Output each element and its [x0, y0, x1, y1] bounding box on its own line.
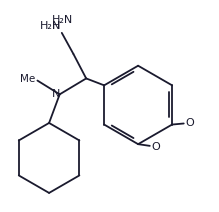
Text: H₂N: H₂N [39, 21, 61, 31]
Text: Me: Me [20, 74, 36, 84]
Text: O: O [185, 119, 194, 128]
Text: N: N [52, 89, 60, 99]
Text: H₂N: H₂N [52, 15, 74, 25]
Text: H: H [52, 21, 61, 31]
Text: O: O [152, 142, 160, 152]
